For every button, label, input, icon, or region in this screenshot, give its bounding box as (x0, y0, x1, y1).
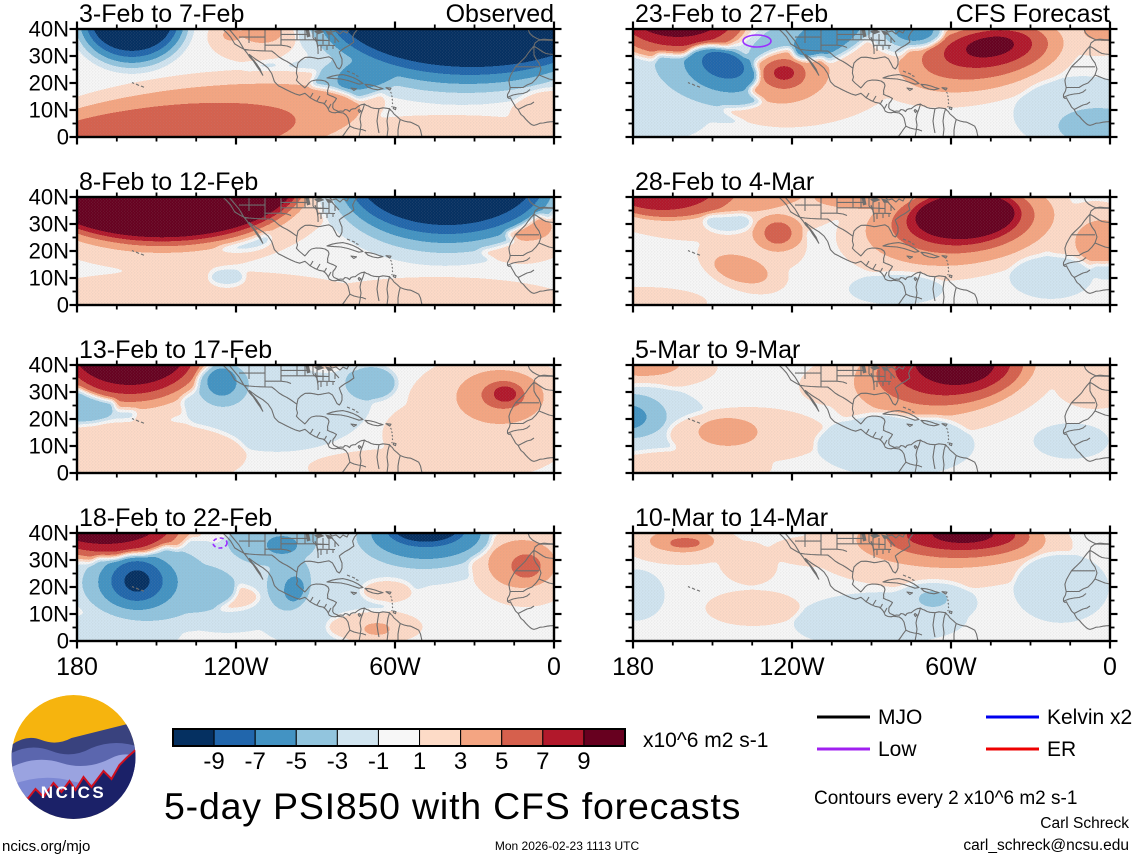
svg-text:0: 0 (547, 653, 561, 681)
svg-text:10N: 10N (29, 602, 69, 627)
svg-text:30N: 30N (29, 380, 69, 405)
svg-text:-3: -3 (327, 748, 348, 775)
svg-text:1: 1 (413, 748, 426, 775)
svg-text:-9: -9 (203, 748, 224, 775)
svg-text:Mon 2026-02-23 1113 UTC: Mon 2026-02-23 1113 UTC (495, 839, 640, 853)
svg-text:0: 0 (1103, 653, 1117, 681)
svg-text:13-Feb to 17-Feb: 13-Feb to 17-Feb (79, 336, 272, 364)
svg-text:Kelvin x2: Kelvin x2 (1047, 706, 1132, 729)
svg-text:0: 0 (57, 461, 69, 486)
svg-text:180: 180 (56, 653, 98, 681)
svg-text:8-Feb to 12-Feb: 8-Feb to 12-Feb (79, 168, 258, 196)
svg-text:60W: 60W (369, 653, 421, 681)
svg-text:3-Feb to 7-Feb: 3-Feb to 7-Feb (79, 0, 244, 28)
svg-text:20N: 20N (29, 407, 69, 432)
svg-text:20N: 20N (29, 71, 69, 96)
svg-text:180: 180 (612, 653, 654, 681)
svg-text:x10^6 m2 s-1: x10^6 m2 s-1 (643, 729, 768, 752)
svg-text:carl_schreck@ncsu.edu: carl_schreck@ncsu.edu (963, 837, 1129, 854)
svg-text:5-Mar to 9-Mar: 5-Mar to 9-Mar (635, 336, 800, 364)
svg-text:20N: 20N (29, 575, 69, 600)
svg-text:30N: 30N (29, 44, 69, 69)
svg-text:-1: -1 (368, 748, 389, 775)
svg-text:0: 0 (57, 629, 69, 654)
svg-text:30N: 30N (29, 212, 69, 237)
svg-text:40N: 40N (29, 17, 69, 42)
svg-text:5-day PSI850 with CFS forecast: 5-day PSI850 with CFS forecasts (164, 785, 741, 827)
svg-text:60W: 60W (925, 653, 977, 681)
svg-text:120W: 120W (759, 653, 825, 681)
svg-text:ncics.org/mjo: ncics.org/mjo (2, 838, 90, 855)
svg-text:10N: 10N (29, 98, 69, 123)
svg-text:Contours every 2 x10^6 m2 s-1: Contours every 2 x10^6 m2 s-1 (814, 788, 1077, 809)
svg-text:Carl Schreck: Carl Schreck (1040, 815, 1129, 832)
svg-text:0: 0 (57, 125, 69, 150)
svg-text:18-Feb to 22-Feb: 18-Feb to 22-Feb (79, 504, 272, 532)
svg-text:0: 0 (57, 293, 69, 318)
svg-text:MJO: MJO (878, 706, 922, 729)
svg-text:28-Feb to 4-Mar: 28-Feb to 4-Mar (635, 168, 814, 196)
svg-text:40N: 40N (29, 185, 69, 210)
svg-text:40N: 40N (29, 521, 69, 546)
svg-text:40N: 40N (29, 353, 69, 378)
svg-text:CFS Forecast: CFS Forecast (956, 0, 1110, 28)
svg-text:Low: Low (878, 738, 917, 761)
svg-text:10N: 10N (29, 266, 69, 291)
svg-text:7: 7 (536, 748, 549, 775)
svg-text:23-Feb to 27-Feb: 23-Feb to 27-Feb (635, 0, 828, 28)
svg-text:-5: -5 (286, 748, 307, 775)
svg-text:5: 5 (495, 748, 508, 775)
svg-text:NCICS: NCICS (41, 783, 106, 802)
svg-text:20N: 20N (29, 239, 69, 264)
svg-text:30N: 30N (29, 548, 69, 573)
svg-text:ER: ER (1047, 738, 1076, 761)
svg-text:120W: 120W (203, 653, 269, 681)
svg-text:3: 3 (454, 748, 467, 775)
svg-text:9: 9 (577, 748, 590, 775)
svg-text:-7: -7 (245, 748, 266, 775)
svg-text:10-Mar to 14-Mar: 10-Mar to 14-Mar (635, 504, 828, 532)
svg-text:Observed: Observed (446, 0, 554, 28)
svg-text:10N: 10N (29, 434, 69, 459)
